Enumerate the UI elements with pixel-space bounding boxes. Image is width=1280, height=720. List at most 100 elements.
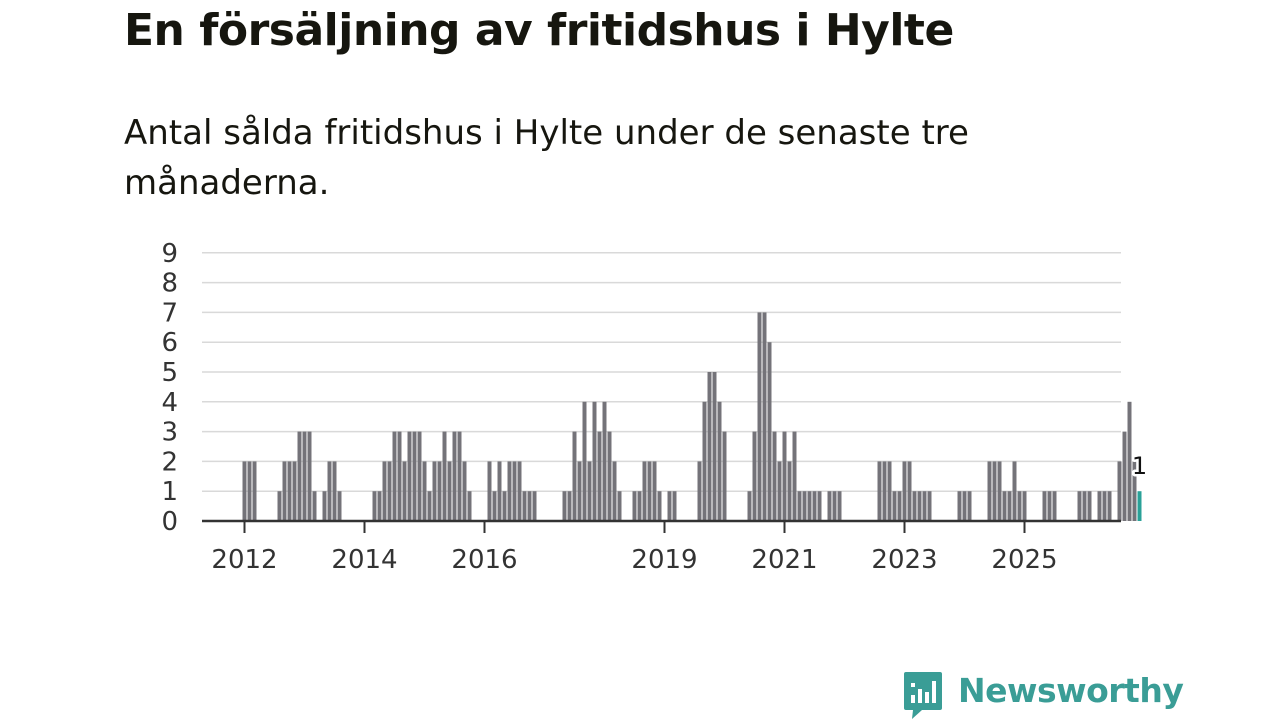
highlight-annotation: 1 (1129, 450, 1149, 483)
bar (987, 461, 992, 521)
bar (1117, 461, 1122, 521)
bar (587, 461, 592, 521)
x-tick-label: 2016 (451, 545, 517, 575)
bar (922, 491, 927, 521)
bar (422, 461, 427, 521)
bar (602, 401, 607, 521)
x-tick-label: 2012 (211, 545, 277, 575)
bar (337, 491, 342, 521)
x-tick-label: 2014 (331, 545, 397, 575)
x-tick-label: 2023 (871, 545, 937, 575)
bar (242, 461, 247, 521)
bar (492, 491, 497, 521)
bar (592, 401, 597, 521)
bar (397, 431, 402, 521)
bar (277, 491, 282, 521)
bar (1132, 461, 1137, 521)
bar (1017, 491, 1022, 521)
bar (897, 491, 902, 521)
bar (382, 461, 387, 521)
bar (442, 431, 447, 521)
bar (302, 431, 307, 521)
bar (837, 491, 842, 521)
bar (907, 461, 912, 521)
bar (522, 491, 527, 521)
bar-highlight (1137, 491, 1142, 521)
bar (892, 491, 897, 521)
gridlines (202, 252, 1121, 492)
bar (902, 461, 907, 521)
bar (572, 431, 577, 521)
bar (412, 431, 417, 521)
x-tick-label: 2021 (751, 545, 817, 575)
bar (392, 431, 397, 521)
bar (507, 461, 512, 521)
bar (927, 491, 932, 521)
bar (322, 491, 327, 521)
bar (652, 461, 657, 521)
bar (612, 461, 617, 521)
bar (697, 461, 702, 521)
bar (757, 312, 762, 521)
bar (532, 491, 537, 521)
bar (787, 461, 792, 521)
bar (1047, 491, 1052, 521)
bar (707, 372, 712, 521)
bar (1052, 491, 1057, 521)
y-tick-label: 3 (161, 418, 178, 448)
bar (312, 491, 317, 521)
bar (1012, 461, 1017, 521)
bar (877, 461, 882, 521)
y-tick-label: 7 (161, 298, 178, 328)
chat-bar-chart-icon (904, 672, 942, 719)
bar (1107, 491, 1112, 521)
chart-subtitle: Antal sålda fritidshus i Hylte under de … (124, 113, 969, 203)
bar (702, 401, 707, 521)
bar (832, 491, 837, 521)
bar (777, 461, 782, 521)
bar (632, 491, 637, 521)
y-tick-label: 6 (161, 328, 178, 358)
bar (1002, 491, 1007, 521)
bar (252, 461, 257, 521)
bar (287, 461, 292, 521)
bar (527, 491, 532, 521)
bar (752, 431, 757, 521)
bar (997, 461, 1002, 521)
bar (332, 461, 337, 521)
bar (917, 491, 922, 521)
bar (1097, 491, 1102, 521)
bar (1077, 491, 1082, 521)
y-tick-label: 4 (161, 388, 178, 418)
bar (817, 491, 822, 521)
bar (607, 431, 612, 521)
bar (1087, 491, 1092, 521)
bar (292, 461, 297, 521)
bar (567, 491, 572, 521)
bars (242, 312, 1142, 521)
bar (912, 491, 917, 521)
y-tick-label: 0 (161, 507, 178, 537)
y-tick-label: 5 (161, 358, 178, 388)
bar (887, 461, 892, 521)
x-tick-label: 2019 (631, 545, 697, 575)
bar (1042, 491, 1047, 521)
bar (667, 491, 672, 521)
chart-title: En försäljning av fritidshus i Hylte (124, 5, 954, 56)
bar (617, 491, 622, 521)
bar (387, 461, 392, 521)
bar (487, 461, 492, 521)
bar (812, 491, 817, 521)
bar (417, 431, 422, 521)
bar (582, 401, 587, 521)
bar (1082, 491, 1087, 521)
bar (672, 491, 677, 521)
bar (432, 461, 437, 521)
bar (797, 491, 802, 521)
bar (512, 461, 517, 521)
bar (307, 431, 312, 521)
y-tick-label: 9 (161, 239, 178, 269)
bar (722, 431, 727, 521)
